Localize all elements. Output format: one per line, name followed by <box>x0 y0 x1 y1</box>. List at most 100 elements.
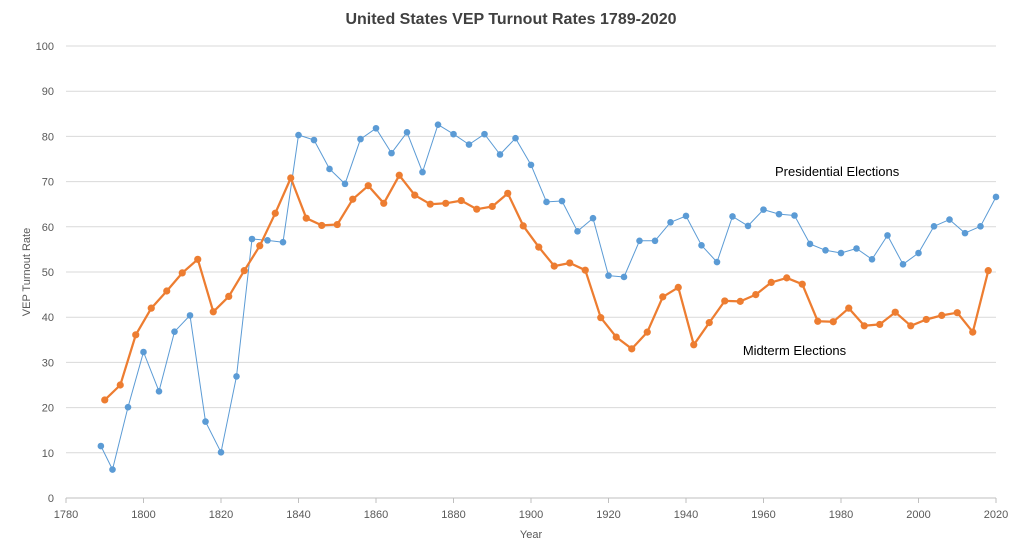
data-point <box>744 222 752 230</box>
data-point <box>558 197 566 205</box>
data-point <box>829 318 837 326</box>
data-point <box>279 238 287 246</box>
data-point <box>163 287 171 295</box>
data-point <box>775 210 783 218</box>
data-point <box>814 317 822 325</box>
data-point <box>372 124 380 132</box>
x-axis-label: Year <box>520 529 543 541</box>
data-point <box>899 261 907 268</box>
data-point <box>132 331 140 339</box>
data-point <box>938 311 946 319</box>
data-point <box>628 345 636 353</box>
data-point <box>806 240 814 248</box>
data-point <box>907 322 915 330</box>
x-tick-label: 2020 <box>984 509 1008 521</box>
data-point <box>698 242 705 249</box>
data-point <box>961 229 969 237</box>
data-point <box>891 308 899 316</box>
data-point <box>977 223 984 230</box>
data-point <box>178 269 186 277</box>
x-tick-label: 1960 <box>751 509 775 521</box>
data-point <box>636 237 643 245</box>
data-point <box>109 466 116 473</box>
text-labels: United States VEP Turnout Rates 1789-202… <box>21 11 1008 541</box>
data-point <box>659 293 667 301</box>
data-point <box>651 237 659 245</box>
y-tick-label: 50 <box>42 267 54 279</box>
series-line <box>104 174 990 401</box>
data-point <box>868 256 876 263</box>
data-point <box>674 283 682 291</box>
x-tick-label: 1800 <box>131 509 155 521</box>
data-point <box>403 129 411 136</box>
data-point <box>721 297 729 305</box>
data-point <box>574 228 581 235</box>
data-point <box>186 312 194 319</box>
midterm-annotation: Midterm Elections <box>743 343 847 358</box>
data-point <box>248 235 256 243</box>
data-point <box>326 165 333 173</box>
y-axis-label: VEP Turnout Rate <box>21 228 33 316</box>
data-point <box>426 200 434 208</box>
data-point <box>147 304 155 312</box>
data-point <box>915 249 922 257</box>
y-tick-label: 30 <box>42 357 54 369</box>
data-point <box>876 320 884 329</box>
x-tick-label: 1900 <box>519 509 543 521</box>
data-point <box>791 212 798 219</box>
data-point <box>364 182 372 190</box>
data-point <box>264 237 271 244</box>
data-point <box>822 247 829 254</box>
data-point <box>318 221 326 230</box>
data-point <box>946 216 953 223</box>
data-point <box>395 171 403 179</box>
chart-title: United States VEP Turnout Rates 1789-202… <box>345 11 676 28</box>
data-point <box>620 273 628 281</box>
x-tick-label: 1940 <box>674 509 698 521</box>
gridlines <box>66 45 996 454</box>
data-point <box>566 259 574 267</box>
data-point <box>512 134 519 142</box>
data-point <box>349 195 357 203</box>
data-point <box>155 388 163 395</box>
x-tick-label: 1840 <box>286 509 310 521</box>
data-point <box>457 196 465 205</box>
data-point <box>767 278 775 286</box>
data-point <box>333 220 341 229</box>
data-point <box>287 174 295 182</box>
data-point <box>97 442 105 450</box>
data-point <box>124 403 132 411</box>
data-point <box>388 149 395 157</box>
data-point <box>202 418 209 425</box>
data-point <box>845 304 853 312</box>
data-point <box>411 191 419 199</box>
data-point <box>543 198 550 206</box>
y-tick-label: 90 <box>42 86 54 98</box>
data-point <box>519 222 527 230</box>
y-tick-label: 100 <box>36 41 54 53</box>
y-tick-label: 60 <box>42 222 54 234</box>
data-point <box>783 274 791 282</box>
data-point <box>450 130 457 138</box>
data-point <box>860 322 868 330</box>
data-point <box>922 315 930 324</box>
data-point <box>760 206 767 213</box>
data-point <box>481 130 488 138</box>
data-point <box>605 272 612 279</box>
data-point <box>419 168 426 176</box>
data-point <box>667 218 674 226</box>
data-point <box>310 136 318 144</box>
data-point <box>953 309 961 317</box>
series-midterm-elections <box>101 171 992 404</box>
data-point <box>984 267 992 275</box>
data-point <box>597 314 605 322</box>
data-point <box>194 255 202 263</box>
data-point <box>225 292 233 301</box>
data-point <box>171 328 178 335</box>
data-point <box>442 199 450 207</box>
presidential-annotation: Presidential Elections <box>775 164 900 179</box>
x-tick-label: 1880 <box>441 509 465 521</box>
x-tick-label: 2000 <box>906 509 930 521</box>
